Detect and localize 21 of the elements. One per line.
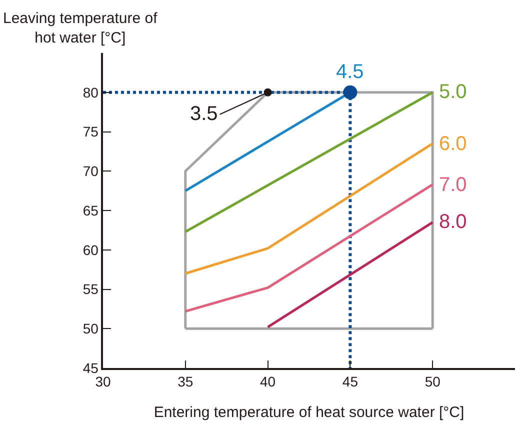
x-axis-title: Entering temperature of heat source water [°C] [154, 404, 464, 422]
y-tick-label: 55 [82, 281, 99, 298]
y-tick-label: 45 [82, 360, 99, 376]
x-tick-label: 40 [260, 374, 276, 390]
y-tick-label: 70 [82, 163, 99, 180]
x-tick-label: 50 [424, 374, 441, 390]
series-label: 6.0 [439, 133, 467, 155]
x-tick-label: 45 [342, 374, 358, 390]
series-label: 4.5 [336, 61, 364, 83]
series-label: 5.0 [439, 81, 467, 103]
series-label: 8.0 [439, 211, 467, 233]
y-tick-label: 65 [82, 202, 99, 218]
y-axis-title: Leaving temperature of hot water [°C] [3, 10, 158, 46]
y-tick-label: 60 [82, 242, 99, 258]
y-tick-label: 50 [82, 320, 99, 337]
x-tick-label: 35 [178, 374, 194, 390]
y-tick-label: 80 [82, 84, 99, 100]
annotation: 3.5 [190, 103, 218, 125]
x-tick-label: 30 [95, 374, 111, 390]
y-tick-label: 75 [82, 124, 99, 140]
series-label: 7.0 [439, 174, 467, 196]
